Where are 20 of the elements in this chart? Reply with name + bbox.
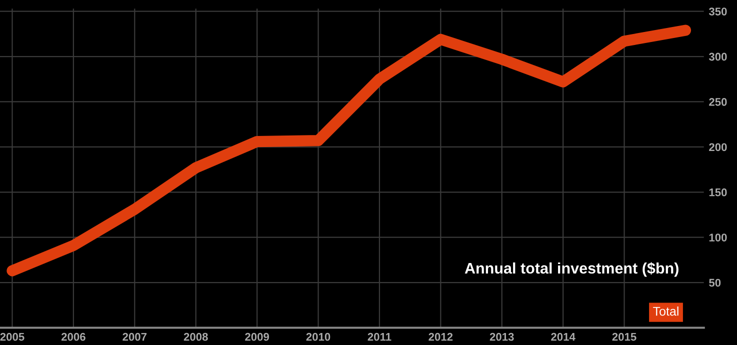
y-tick-label: 300 [708,52,727,61]
x-tick-label: 2013 [490,332,514,341]
x-tick-label: 2014 [551,332,576,341]
y-tick-label: 250 [709,98,727,106]
text: Annual total investment ($bn) [464,262,678,277]
y-tick-label: 50 [709,278,721,287]
x-tick-label: 2007 [122,332,147,341]
y-tick-label: 200 [709,143,727,152]
x-tick-label: 2015 [612,332,636,341]
y-tick-label: 150 [709,188,727,196]
y-tick-label: 350 [708,8,727,16]
x-tick-label: 2012 [428,332,453,341]
x-tick-label: 2010 [306,332,330,341]
y-tick-label: 100 [709,234,727,242]
x-tick-label: 2005 [0,332,24,341]
text: Total [653,306,678,316]
x-tick-label: 2006 [61,332,86,341]
x-tick-label: 2008 [184,332,208,341]
x-tick-label: 2011 [368,332,392,341]
x-tick-label: 2009 [245,332,269,341]
